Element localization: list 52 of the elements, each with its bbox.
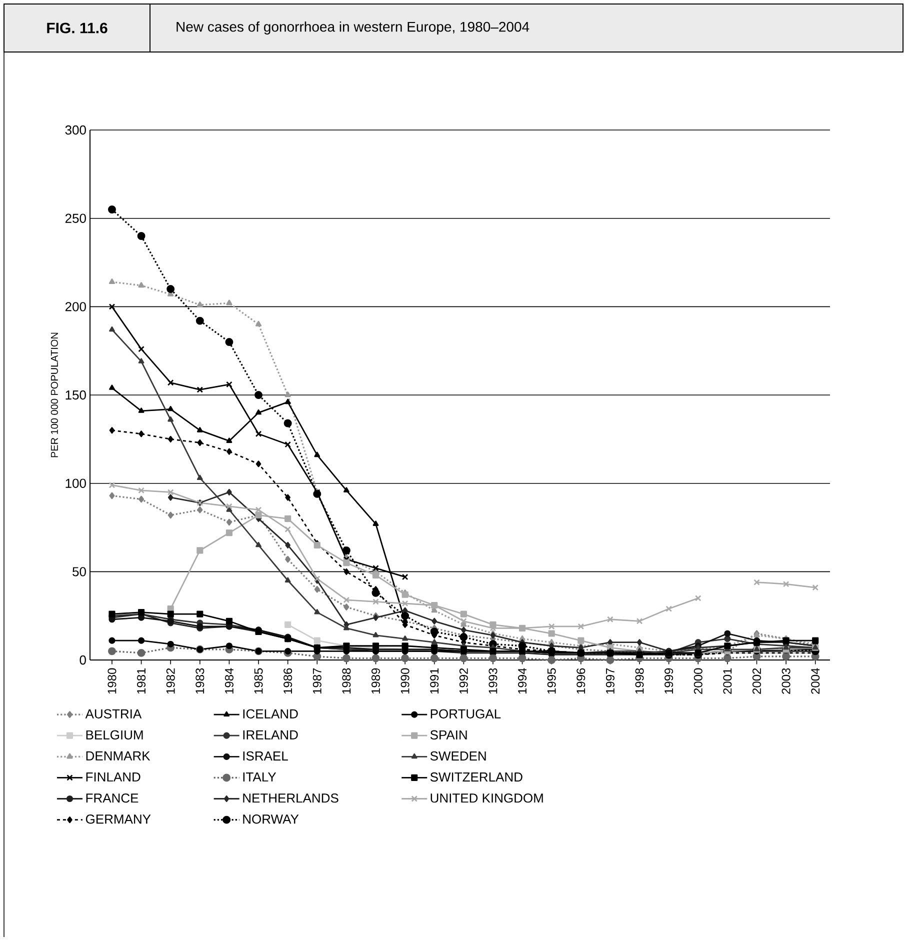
legend-label: SWEDEN xyxy=(430,751,486,761)
legend-label: PORTUGAL xyxy=(430,709,501,718)
x-tick-label: 1999 xyxy=(664,668,674,694)
x-tick-label: 2000 xyxy=(694,668,702,694)
y-tick-label: 0 xyxy=(80,655,86,665)
caption: FIG. 11.6 xyxy=(47,22,108,34)
y-axis-title: PER 100 000 POPULATION xyxy=(50,332,58,458)
legend-label: BELGIUM xyxy=(86,730,143,740)
legend-label: SPAIN xyxy=(430,730,467,740)
x-tick-label: 2002 xyxy=(752,668,761,694)
x-tick-label: 1989 xyxy=(372,668,380,694)
legend-label: IRELAND xyxy=(243,730,298,740)
legend-label: DENMARK xyxy=(86,751,150,760)
legend-label: FRANCE xyxy=(86,793,138,803)
y-tick-label: 250 xyxy=(65,214,86,223)
x-tick-label: 1980 xyxy=(108,668,116,694)
x-tick-label: 2001 xyxy=(723,668,732,694)
y-tick-label: 300 xyxy=(65,125,86,135)
x-tick-label: 1997 xyxy=(606,668,614,694)
legend-label: NETHERLANDS xyxy=(243,793,338,803)
x-tick-label: 1996 xyxy=(576,668,586,694)
y-tick-label: 150 xyxy=(66,390,86,400)
x-tick-label: 1985 xyxy=(254,668,263,694)
x-tick-label: 1983 xyxy=(196,668,204,694)
chart-title: New cases of gonorrhoea in western Europe, 1980–2004 xyxy=(176,21,530,35)
legend-label: GERMANY xyxy=(86,814,151,824)
x-tick-label: 1988 xyxy=(342,668,351,694)
x-tick-label: 1990 xyxy=(400,668,410,694)
legend-label: ISRAEL xyxy=(243,751,288,761)
y-tick-label: 200 xyxy=(65,302,86,312)
x-tick-label: 1995 xyxy=(547,668,556,694)
x-tick-label: 1984 xyxy=(224,668,234,694)
legend-label: AUSTRIA xyxy=(85,709,142,718)
x-tick-label: 1981 xyxy=(137,668,146,694)
legend-label: NORWAY xyxy=(243,814,299,824)
legend-label: FINLAND xyxy=(86,772,140,782)
x-tick-label: 1994 xyxy=(518,668,527,694)
legend-label: SWITZERLAND xyxy=(430,772,522,782)
y-tick-label: 50 xyxy=(72,567,86,576)
x-tick-label: 1987 xyxy=(312,668,322,694)
x-tick-label: 1991 xyxy=(430,668,439,694)
legend-label: ITALY xyxy=(243,772,276,782)
legend-label: ICELAND xyxy=(243,709,298,718)
x-tick-label: 1986 xyxy=(284,668,292,694)
x-tick-label: 2004 xyxy=(811,668,820,694)
x-tick-label: 2003 xyxy=(782,668,790,694)
legend-label: UNITED KINGDOM xyxy=(430,793,543,803)
x-tick-label: 1992 xyxy=(459,668,468,694)
x-tick-label: 1993 xyxy=(488,668,498,694)
x-tick-label: 1982 xyxy=(166,668,175,694)
x-tick-label: 1998 xyxy=(635,668,644,694)
y-tick-label: 100 xyxy=(66,478,86,488)
